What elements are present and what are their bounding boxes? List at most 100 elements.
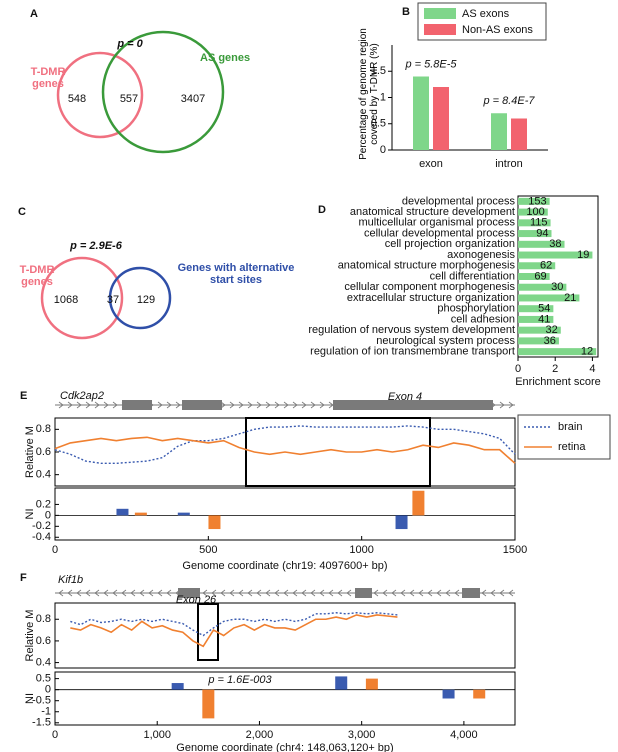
bar: [433, 87, 449, 150]
ni-bar: [395, 515, 408, 530]
strand-arrow: [445, 589, 451, 597]
panel-letter: B: [402, 6, 410, 18]
strand-arrow: [391, 589, 397, 597]
strand-arrow: [76, 589, 82, 597]
strand-arrow: [112, 401, 118, 409]
bar: [518, 230, 552, 238]
strand-arrow: [346, 589, 352, 597]
venn-count: 548: [68, 93, 86, 105]
strand-arrow: [148, 589, 154, 597]
strand-arrow: [58, 589, 64, 597]
gene-count: 54: [538, 303, 550, 315]
y-tick-label: 0.5: [371, 118, 386, 130]
axis-box: [54, 671, 516, 726]
strand-arrow: [409, 589, 415, 597]
strand-arrow: [211, 589, 217, 597]
strand-arrow: [67, 589, 73, 597]
x-tick-label: 0: [52, 729, 58, 741]
gene-count: 115: [530, 217, 548, 229]
bar: [518, 337, 559, 345]
gene-count: 38: [549, 238, 561, 250]
venn-count: 1068: [54, 294, 78, 306]
category-label: extracellular structure organization: [347, 292, 515, 304]
gene-count: 32: [546, 324, 558, 336]
bar: [518, 305, 554, 313]
strand-arrow: [310, 589, 316, 597]
set-label: AS genes: [200, 52, 251, 64]
exon-box: [182, 400, 222, 410]
axis-box: [54, 487, 516, 541]
y-tick-label: -0.5: [32, 695, 51, 707]
methylation-line: [54, 425, 516, 465]
methylation-line: [70, 614, 398, 648]
strand-arrow: [283, 589, 289, 597]
legend-label: Non-AS exons: [462, 24, 533, 36]
category-label: cell projection organization: [385, 238, 515, 250]
ni-bar: [335, 676, 348, 690]
p-value: p = 2.9E-6: [69, 240, 123, 252]
strand-arrow: [85, 401, 91, 409]
strand-arrow: [247, 589, 253, 597]
strand-arrow: [229, 589, 235, 597]
strand-arrow: [400, 589, 406, 597]
strand-arrow: [337, 589, 343, 597]
strand-arrow: [175, 401, 181, 409]
methylation-line: [54, 436, 516, 464]
strand-arrow: [229, 401, 235, 409]
panel-letter: C: [18, 206, 26, 218]
exon-box: [333, 400, 493, 410]
gene-count: 30: [551, 281, 563, 293]
category-label: anatomical structure morphogenesis: [338, 260, 516, 272]
x-tick-label: 500: [199, 544, 217, 556]
x-tick-label: 0: [52, 544, 58, 556]
exon-box: [178, 588, 200, 598]
x-tick-label: 1000: [349, 544, 373, 556]
y-axis-label: Percentage of genome region covered by T…: [358, 28, 380, 160]
strand-arrow: [418, 589, 424, 597]
gene-count: 153: [528, 195, 546, 207]
gene-count: 12: [581, 346, 593, 358]
category-label: anatomical structure development: [350, 206, 515, 218]
strand-arrow: [292, 589, 298, 597]
venn-count: 3407: [181, 93, 205, 105]
gene-name: Cdk2ap2: [60, 390, 104, 402]
ni-bar: [134, 512, 147, 516]
bar: [518, 251, 593, 259]
gene-count: 69: [534, 270, 546, 282]
bar: [518, 273, 550, 280]
venn-circle: [56, 51, 144, 139]
venn-circle: [101, 30, 225, 154]
exon-box: [462, 588, 480, 598]
bar: [518, 326, 561, 334]
category-label: cell adhesion: [451, 313, 515, 325]
strand-arrow: [499, 401, 505, 409]
p-value: p = 5.8E-5: [404, 58, 457, 70]
bar: [518, 262, 556, 270]
bar: [518, 348, 597, 356]
strand-arrow: [166, 401, 172, 409]
strand-arrow: [454, 589, 460, 597]
exon-name: Exon 26: [176, 594, 217, 606]
strand-arrow: [274, 401, 280, 409]
y-tick-label: 0.4: [36, 469, 51, 481]
venn-count: 37: [107, 294, 119, 306]
strand-arrow: [103, 401, 109, 409]
legend-label: brain: [558, 421, 582, 433]
strand-arrow: [490, 589, 496, 597]
strand-arrow: [112, 589, 118, 597]
p-value: p = 8.4E-7: [482, 95, 535, 107]
ni-bar: [177, 512, 190, 516]
bar: [518, 315, 554, 323]
venn-circle: [40, 256, 124, 340]
strand-arrow: [328, 589, 334, 597]
category-label: regulation of ion transmembrane transpor…: [310, 346, 515, 358]
bar: [518, 294, 580, 302]
bar: [518, 197, 550, 205]
highlight-box: [245, 417, 431, 487]
category-label: regulation of nervous system development: [308, 324, 515, 336]
strand-arrow: [220, 589, 226, 597]
x-tick-label: 1500: [503, 544, 527, 556]
y-tick-label: 0.4: [36, 656, 51, 668]
x-tick-label: 3,000: [348, 729, 376, 741]
